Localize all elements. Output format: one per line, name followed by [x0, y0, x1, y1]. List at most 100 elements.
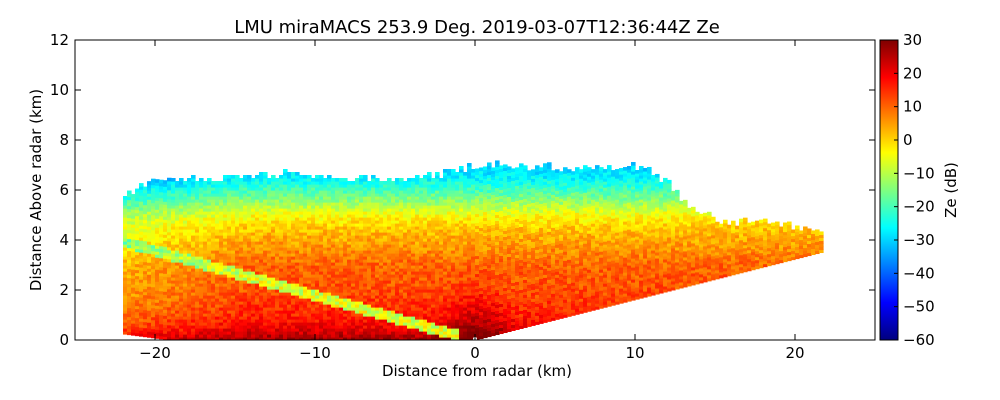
reflectivity-cell: [399, 292, 404, 296]
reflectivity-cell: [215, 301, 220, 305]
reflectivity-cell: [319, 265, 324, 269]
reflectivity-cell: [155, 269, 160, 273]
reflectivity-cell: [243, 232, 248, 236]
reflectivity-cell: [395, 181, 400, 185]
reflectivity-cell: [371, 286, 376, 290]
reflectivity-cell: [435, 334, 440, 338]
reflectivity-cell: [323, 277, 328, 281]
reflectivity-cell: [475, 291, 480, 296]
reflectivity-cell: [363, 325, 368, 329]
reflectivity-cell: [483, 232, 488, 237]
reflectivity-cell: [275, 223, 280, 227]
reflectivity-cell: [435, 196, 440, 200]
reflectivity-cell: [215, 238, 220, 242]
reflectivity-cell: [199, 235, 204, 239]
reflectivity-cell: [183, 271, 188, 275]
reflectivity-cell: [419, 193, 424, 197]
reflectivity-cell: [187, 199, 192, 203]
reflectivity-cell: [295, 196, 300, 200]
reflectivity-cell: [175, 283, 180, 287]
reflectivity-cell: [203, 271, 208, 275]
reflectivity-cell: [303, 313, 308, 317]
reflectivity-cell: [395, 247, 400, 251]
reflectivity-cell: [127, 277, 132, 282]
reflectivity-cell: [195, 241, 200, 245]
reflectivity-cell: [163, 330, 168, 334]
reflectivity-cell: [127, 322, 132, 327]
reflectivity-cell: [287, 310, 292, 314]
reflectivity-cell: [283, 190, 288, 194]
reflectivity-cell: [483, 208, 488, 213]
reflectivity-cell: [299, 334, 304, 338]
reflectivity-cell: [291, 331, 296, 335]
reflectivity-cell: [375, 256, 380, 260]
reflectivity-cell: [199, 193, 204, 197]
reflectivity-cell: [475, 228, 480, 233]
reflectivity-cell: [479, 266, 484, 271]
reflectivity-cell: [155, 317, 160, 321]
reflectivity-cell: [423, 334, 428, 338]
reflectivity-cell: [387, 283, 392, 287]
reflectivity-cell: [447, 190, 452, 194]
reflectivity-cell: [123, 214, 128, 218]
reflectivity-cell: [127, 196, 132, 201]
reflectivity-cell: [303, 205, 308, 209]
reflectivity-cell: [251, 220, 256, 224]
reflectivity-cell: [335, 217, 340, 221]
reflectivity-cell: [375, 292, 380, 296]
reflectivity-cell: [127, 250, 132, 255]
reflectivity-cell: [395, 337, 400, 340]
reflectivity-cell: [459, 304, 464, 308]
reflectivity-cell: [171, 244, 176, 248]
reflectivity-cell: [403, 256, 408, 260]
reflectivity-cell: [435, 175, 440, 179]
reflectivity-cell: [127, 274, 132, 279]
reflectivity-cell: [311, 247, 316, 251]
reflectivity-cell: [471, 334, 476, 338]
reflectivity-cell: [235, 310, 240, 314]
reflectivity-cell: [419, 187, 424, 191]
reflectivity-cell: [347, 196, 352, 200]
reflectivity-cell: [123, 247, 128, 251]
reflectivity-cell: [327, 247, 332, 251]
reflectivity-cell: [171, 247, 176, 251]
reflectivity-cell: [231, 274, 236, 278]
reflectivity-cell: [135, 197, 140, 202]
reflectivity-cell: [347, 292, 352, 296]
reflectivity-cell: [135, 311, 140, 316]
reflectivity-cell: [371, 202, 376, 206]
reflectivity-cell: [215, 253, 220, 257]
reflectivity-cell: [239, 193, 244, 197]
reflectivity-cell: [287, 283, 292, 287]
reflectivity-cell: [479, 311, 484, 316]
reflectivity-cell: [131, 323, 136, 327]
reflectivity-cell: [387, 238, 392, 242]
reflectivity-cell: [323, 262, 328, 266]
reflectivity-cell: [243, 193, 248, 197]
reflectivity-cell: [183, 199, 188, 203]
reflectivity-cell: [427, 199, 432, 203]
reflectivity-cell: [479, 269, 484, 274]
reflectivity-cell: [251, 190, 256, 194]
reflectivity-cell: [135, 329, 140, 334]
reflectivity-cell: [191, 265, 196, 269]
reflectivity-cell: [407, 226, 412, 230]
reflectivity-cell: [387, 292, 392, 296]
reflectivity-cell: [135, 218, 140, 223]
reflectivity-cell: [311, 238, 316, 242]
reflectivity-cell: [351, 331, 356, 335]
reflectivity-cell: [407, 250, 412, 254]
reflectivity-cell: [479, 239, 484, 244]
reflectivity-cell: [427, 232, 432, 236]
reflectivity-cell: [195, 319, 200, 323]
reflectivity-cell: [419, 289, 424, 293]
reflectivity-cell: [259, 223, 264, 227]
reflectivity-cell: [371, 256, 376, 260]
reflectivity-cell: [279, 319, 284, 323]
reflectivity-cell: [183, 325, 188, 329]
reflectivity-cell: [391, 193, 396, 197]
reflectivity-cell: [423, 214, 428, 218]
reflectivity-cell: [487, 249, 492, 254]
reflectivity-cell: [123, 325, 128, 329]
reflectivity-cell: [279, 220, 284, 224]
